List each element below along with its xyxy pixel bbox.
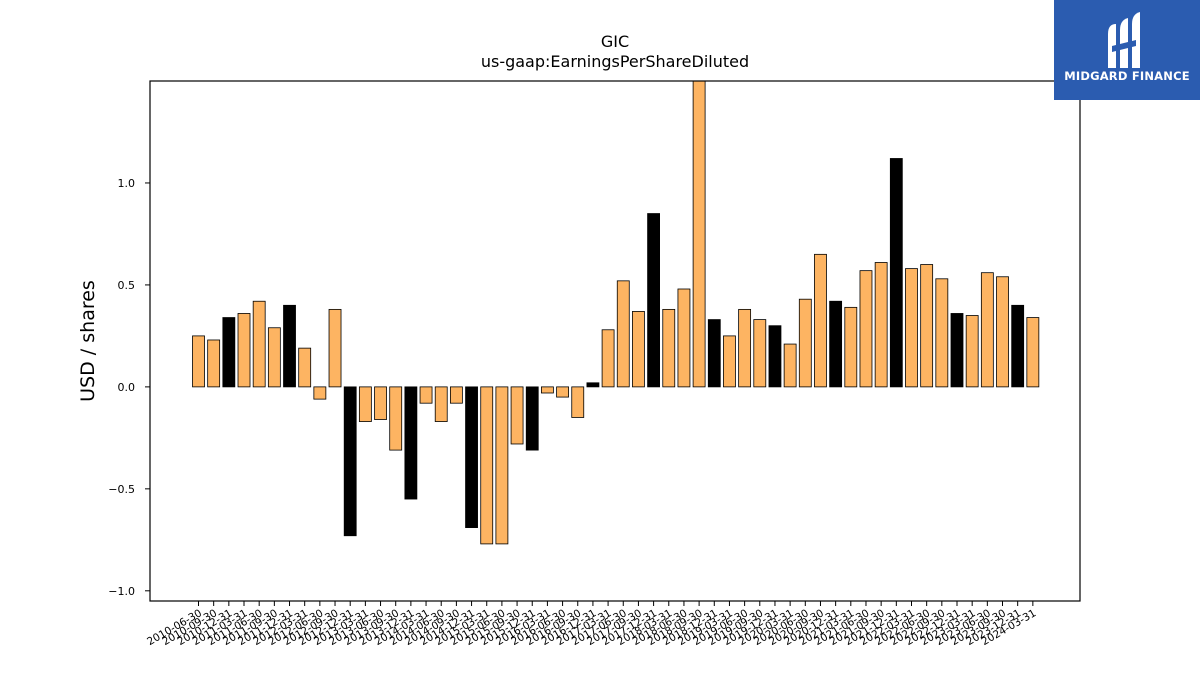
bar-2013-12-31 xyxy=(404,386,418,500)
y-ticks-group: −1.0 −0.5 0.0 0.5 1.0 xyxy=(108,177,150,598)
chart-subtitle: us-gaap:EarningsPerShareDiluted xyxy=(480,52,750,71)
bar-2018-12-31 xyxy=(707,319,721,388)
y-tick-label: 0.5 xyxy=(118,279,136,292)
bar-2019-06-30 xyxy=(738,308,752,388)
bar-2013-06-30 xyxy=(374,386,387,420)
bar-2012-09-30 xyxy=(328,308,342,388)
bar-2011-03-31 xyxy=(237,313,251,388)
bar-2017-09-30 xyxy=(632,311,645,388)
bar-2023-03-31 xyxy=(965,315,979,388)
bar-2012-06-30 xyxy=(313,386,327,400)
bar-2022-12-31 xyxy=(950,313,964,388)
bar-2011-09-30 xyxy=(267,327,281,388)
bar-2016-12-31 xyxy=(586,382,600,388)
bar-2024-03-31 xyxy=(1026,317,1040,388)
bar-2017-03-31 xyxy=(601,329,615,388)
chart-title: GIC xyxy=(600,32,630,51)
bar-2019-09-30 xyxy=(753,319,767,388)
bar-2014-03-31 xyxy=(419,386,433,404)
bar-2014-09-30 xyxy=(449,386,463,404)
bar-2023-09-30 xyxy=(996,276,1009,388)
bar-2018-09-30 xyxy=(692,80,706,388)
bar-2012-12-31 xyxy=(343,386,357,537)
bar-2015-06-30 xyxy=(495,386,509,545)
bar-2021-03-31 xyxy=(844,306,858,388)
bar-2016-09-30 xyxy=(571,386,585,418)
x-ticks-group: 2010-06-302010-09-302010-12-312011-03-31… xyxy=(145,601,1038,648)
bar-2022-09-30 xyxy=(935,278,949,388)
bar-2020-12-31 xyxy=(829,300,843,388)
bar-2016-06-30 xyxy=(556,386,569,398)
midgard-logo-icon xyxy=(1108,12,1140,68)
y-tick-label: 1.0 xyxy=(118,177,136,190)
bar-2017-12-31 xyxy=(647,213,660,388)
bar-2016-03-31 xyxy=(541,386,554,394)
bar-2015-12-31 xyxy=(525,386,539,451)
y-tick-label: −1.0 xyxy=(108,585,135,598)
y-tick-label: −0.5 xyxy=(108,483,135,496)
bar-2015-09-30 xyxy=(510,386,524,445)
bar-2022-03-31 xyxy=(905,268,918,388)
bar-2021-09-30 xyxy=(874,262,888,388)
bar-2022-06-30 xyxy=(920,264,934,388)
bar-2010-12-31 xyxy=(222,317,236,388)
bar-2010-09-30 xyxy=(207,339,221,388)
bar-2023-06-30 xyxy=(980,272,994,388)
bar-2018-03-31 xyxy=(662,308,676,388)
bar-2013-09-30 xyxy=(389,386,403,451)
bar-2013-03-31 xyxy=(358,386,372,422)
bar-2014-12-31 xyxy=(465,386,478,528)
bar-2020-03-31 xyxy=(783,343,797,388)
bar-2014-06-30 xyxy=(434,386,448,422)
bar-2019-12-31 xyxy=(768,325,782,388)
bar-2021-06-30 xyxy=(859,270,873,388)
bar-2020-09-30 xyxy=(814,253,827,388)
bar-2012-03-31 xyxy=(298,347,312,388)
bars-group xyxy=(192,80,1040,545)
plot-frame xyxy=(149,80,1081,602)
bar-2023-12-31 xyxy=(1011,304,1025,388)
bar-2021-12-31 xyxy=(889,158,903,388)
logo-text: MIDGARD FINANCE xyxy=(1064,69,1190,83)
y-tick-label: 0.0 xyxy=(118,381,136,394)
bar-2019-03-31 xyxy=(723,335,736,388)
bar-2011-06-30 xyxy=(252,300,266,388)
bar-2017-06-30 xyxy=(616,280,630,388)
bar-2010-06-30 xyxy=(192,335,205,388)
bar-2020-06-30 xyxy=(798,298,812,388)
y-axis-label: USD / shares xyxy=(77,280,99,402)
midgard-finance-logo: MIDGARD FINANCE xyxy=(1054,0,1200,100)
bar-2018-06-30 xyxy=(677,288,691,388)
bar-2015-03-31 xyxy=(480,386,494,545)
bar-2011-12-31 xyxy=(283,304,296,388)
